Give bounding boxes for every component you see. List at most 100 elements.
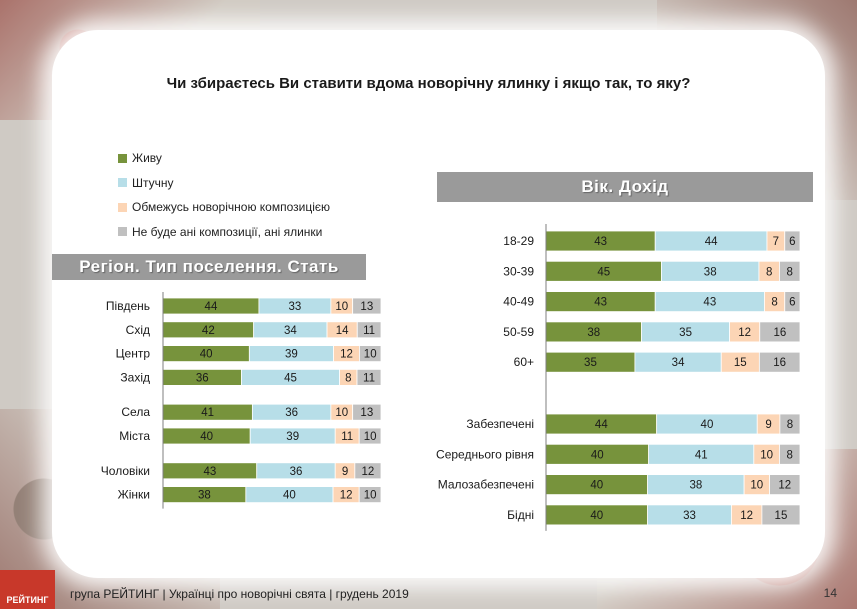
data-label: 9	[342, 466, 348, 478]
row-label: Чоловіки	[101, 464, 150, 478]
data-label: 33	[683, 510, 696, 522]
data-label: 40	[590, 480, 603, 492]
row-label: Села	[121, 405, 150, 419]
bar-segment	[352, 297, 382, 315]
data-label: 35	[584, 357, 597, 369]
data-label: 43	[594, 236, 607, 248]
data-label: 8	[787, 266, 793, 278]
bar-segment	[779, 443, 801, 465]
data-label: 45	[597, 266, 610, 278]
bar-segment	[358, 427, 382, 445]
data-label: 16	[773, 357, 786, 369]
data-label: 45	[284, 372, 297, 384]
data-label: 11	[341, 431, 353, 443]
data-label: 8	[771, 297, 777, 309]
data-label: 39	[285, 349, 298, 361]
data-label: 38	[198, 490, 211, 502]
data-label: 40	[590, 510, 603, 522]
data-label: 13	[360, 301, 373, 313]
bar-segment	[356, 321, 382, 339]
row-label: 60+	[514, 355, 534, 369]
page-number: 14	[823, 586, 837, 600]
legend-label: Живу	[132, 151, 162, 166]
bar-segment	[784, 230, 801, 252]
data-label: 10	[335, 407, 348, 419]
data-label: 39	[286, 431, 299, 443]
data-label: 36	[196, 372, 209, 384]
data-label: 10	[364, 431, 377, 443]
bar-segment	[759, 321, 801, 343]
legend-item: Обмежусь новорічною композицією	[118, 195, 330, 220]
legend-item: Живу	[118, 146, 330, 171]
row-label: 30-39	[503, 264, 534, 278]
data-label: 12	[778, 480, 791, 492]
data-label: 8	[766, 266, 772, 278]
legend-item: Штучну	[118, 171, 330, 196]
data-label: 40	[200, 349, 213, 361]
data-label: 16	[773, 327, 786, 339]
bar-segment	[356, 368, 382, 386]
legend-swatch	[118, 227, 127, 237]
data-label: 33	[288, 301, 301, 313]
data-label: 15	[734, 357, 747, 369]
legend-swatch	[118, 178, 127, 188]
data-label: 43	[594, 297, 607, 309]
bar-segment	[358, 486, 382, 504]
data-label: 40	[200, 431, 213, 443]
data-label: 43	[203, 466, 216, 478]
row-label: Забезпечені	[466, 417, 534, 431]
data-label: 10	[364, 349, 377, 361]
data-label: 12	[362, 466, 375, 478]
data-label: 41	[695, 449, 708, 461]
bar-segment	[354, 462, 382, 480]
data-label: 10	[364, 490, 377, 502]
data-label: 8	[787, 419, 793, 431]
slide-title: Чи збираєтесь Ви ставити вдома новорічну…	[166, 75, 691, 92]
row-label: 40-49	[503, 295, 534, 309]
bar-segment	[761, 504, 801, 526]
legend-swatch	[118, 202, 127, 212]
data-label: 9	[765, 419, 771, 431]
legend-label: Штучну	[132, 175, 174, 190]
data-label: 10	[750, 480, 763, 492]
section-header-region-settlement-gender: Регіон. Тип поселення. Стать	[52, 254, 366, 280]
row-label: 50-59	[503, 325, 534, 339]
data-label: 36	[290, 466, 303, 478]
data-label: 15	[775, 510, 788, 522]
data-label: 12	[740, 510, 753, 522]
row-label: Центр	[116, 347, 151, 361]
legend-label: Обмежусь новорічною композицією	[132, 200, 330, 215]
data-label: 6	[789, 236, 795, 248]
row-label: 18-29	[503, 234, 534, 248]
data-label: 13	[360, 407, 373, 419]
data-label: 40	[591, 449, 604, 461]
bar-segment	[779, 413, 801, 435]
section-header-age-income: Вік. Дохід	[437, 172, 813, 202]
bar-segment	[758, 351, 801, 373]
bar-segment	[769, 474, 801, 496]
row-label: Захід	[120, 370, 150, 384]
data-label: 44	[205, 301, 218, 313]
data-label: 42	[202, 325, 215, 337]
data-label: 44	[595, 419, 608, 431]
data-label: 38	[587, 327, 600, 339]
data-label: 11	[363, 372, 375, 384]
footer-text: група РЕЙТИНГ | Українці про новорічні с…	[70, 587, 409, 601]
legend-item: Не буде ані композиції, ані ялинки	[118, 220, 330, 245]
row-label: Міста	[119, 429, 150, 443]
data-label: 11	[363, 325, 375, 337]
data-label: 14	[336, 325, 349, 337]
legend: Живу Штучну Обмежусь новорічною композиц…	[118, 146, 330, 244]
data-label: 43	[703, 297, 716, 309]
data-label: 12	[738, 327, 751, 339]
data-label: 40	[283, 490, 296, 502]
row-label: Малозабезпечені	[438, 478, 534, 492]
row-label: Південь	[106, 299, 150, 313]
row-label: Жінки	[118, 488, 150, 502]
data-label: 8	[787, 449, 793, 461]
data-label: 38	[689, 480, 702, 492]
data-label: 40	[701, 419, 714, 431]
row-label: Схід	[126, 323, 150, 337]
data-label: 10	[335, 301, 348, 313]
